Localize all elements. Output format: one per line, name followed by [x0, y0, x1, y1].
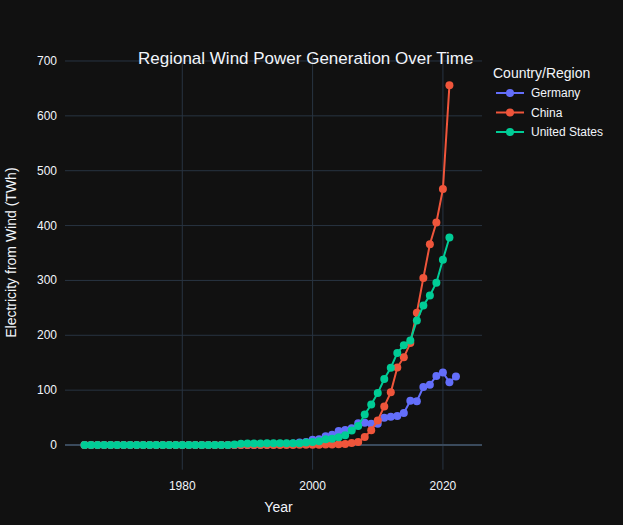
series-marker: [361, 433, 369, 441]
y-grid-line: [65, 225, 482, 226]
series-marker: [393, 349, 401, 357]
legend-label: China: [531, 106, 563, 120]
y-tick-label: 300: [37, 273, 57, 287]
legend-title: Country/Region: [493, 65, 590, 81]
y-tick-label: 600: [37, 109, 57, 123]
series-marker: [445, 81, 453, 89]
y-tick-label: 400: [37, 219, 57, 233]
series-marker: [354, 422, 362, 430]
y-tick-label: 200: [37, 328, 57, 342]
series-marker: [354, 438, 362, 446]
background: [0, 0, 623, 525]
y-tick-label: 500: [37, 164, 57, 178]
y-grid-line: [65, 170, 482, 171]
y-grid-line: [65, 335, 482, 336]
y-grid-line: [65, 115, 482, 116]
y-tick-label: 100: [37, 383, 57, 397]
series-marker: [432, 279, 440, 287]
series-line: [85, 373, 456, 445]
series-marker: [400, 353, 408, 361]
series-marker: [426, 240, 434, 248]
series-marker: [439, 256, 447, 264]
legend-label: Germany: [531, 86, 580, 100]
series-marker: [387, 388, 395, 396]
y-axis-label: Electricity from Wind (TWh): [3, 167, 19, 337]
series-marker: [348, 426, 356, 434]
series-marker: [413, 397, 421, 405]
series-line: [85, 85, 450, 445]
x-tick-label: 1980: [169, 479, 196, 493]
grid: [65, 56, 482, 470]
x-grid-line: [312, 56, 313, 470]
y-grid-line: [65, 280, 482, 281]
series-marker: [452, 372, 460, 380]
series-marker: [400, 341, 408, 349]
plot-data: [81, 81, 460, 449]
x-tick-label: 2000: [299, 479, 326, 493]
series-marker: [406, 336, 414, 344]
y-tick-label: 0: [50, 438, 57, 452]
series-marker: [445, 234, 453, 242]
series-marker: [419, 274, 427, 282]
series-marker: [400, 409, 408, 417]
series-marker: [439, 185, 447, 193]
x-axis-label: Year: [264, 499, 293, 515]
series-marker: [439, 369, 447, 377]
title: Regional Wind Power Generation Over Time: [138, 49, 473, 68]
series-marker: [361, 411, 369, 419]
legend-marker: [506, 109, 514, 117]
series-marker: [341, 431, 349, 439]
series-marker: [426, 291, 434, 299]
series-line: [85, 238, 450, 445]
legend-label: United States: [531, 125, 603, 139]
series-marker: [426, 381, 434, 389]
series-marker: [374, 389, 382, 397]
series-marker: [367, 400, 375, 408]
series-marker: [380, 402, 388, 410]
series-marker: [380, 375, 388, 383]
series-marker: [419, 302, 427, 310]
legend: Country/Region Germany China United States: [493, 65, 603, 139]
legend-marker: [506, 89, 514, 97]
series-marker: [432, 218, 440, 226]
legend-marker: [506, 128, 514, 136]
series-marker: [387, 364, 395, 372]
x-tick-label: 2020: [430, 479, 457, 493]
y-grid-line: [65, 390, 482, 391]
y-tick-label: 700: [37, 54, 57, 68]
x-grid-line: [182, 56, 183, 470]
chart: 1980 2000 2020 0 100 200 300 400 500 600 700 Region…: [0, 0, 623, 525]
series-marker: [374, 417, 382, 425]
series-marker: [367, 426, 375, 434]
series-marker: [445, 378, 453, 386]
series-marker: [413, 316, 421, 324]
